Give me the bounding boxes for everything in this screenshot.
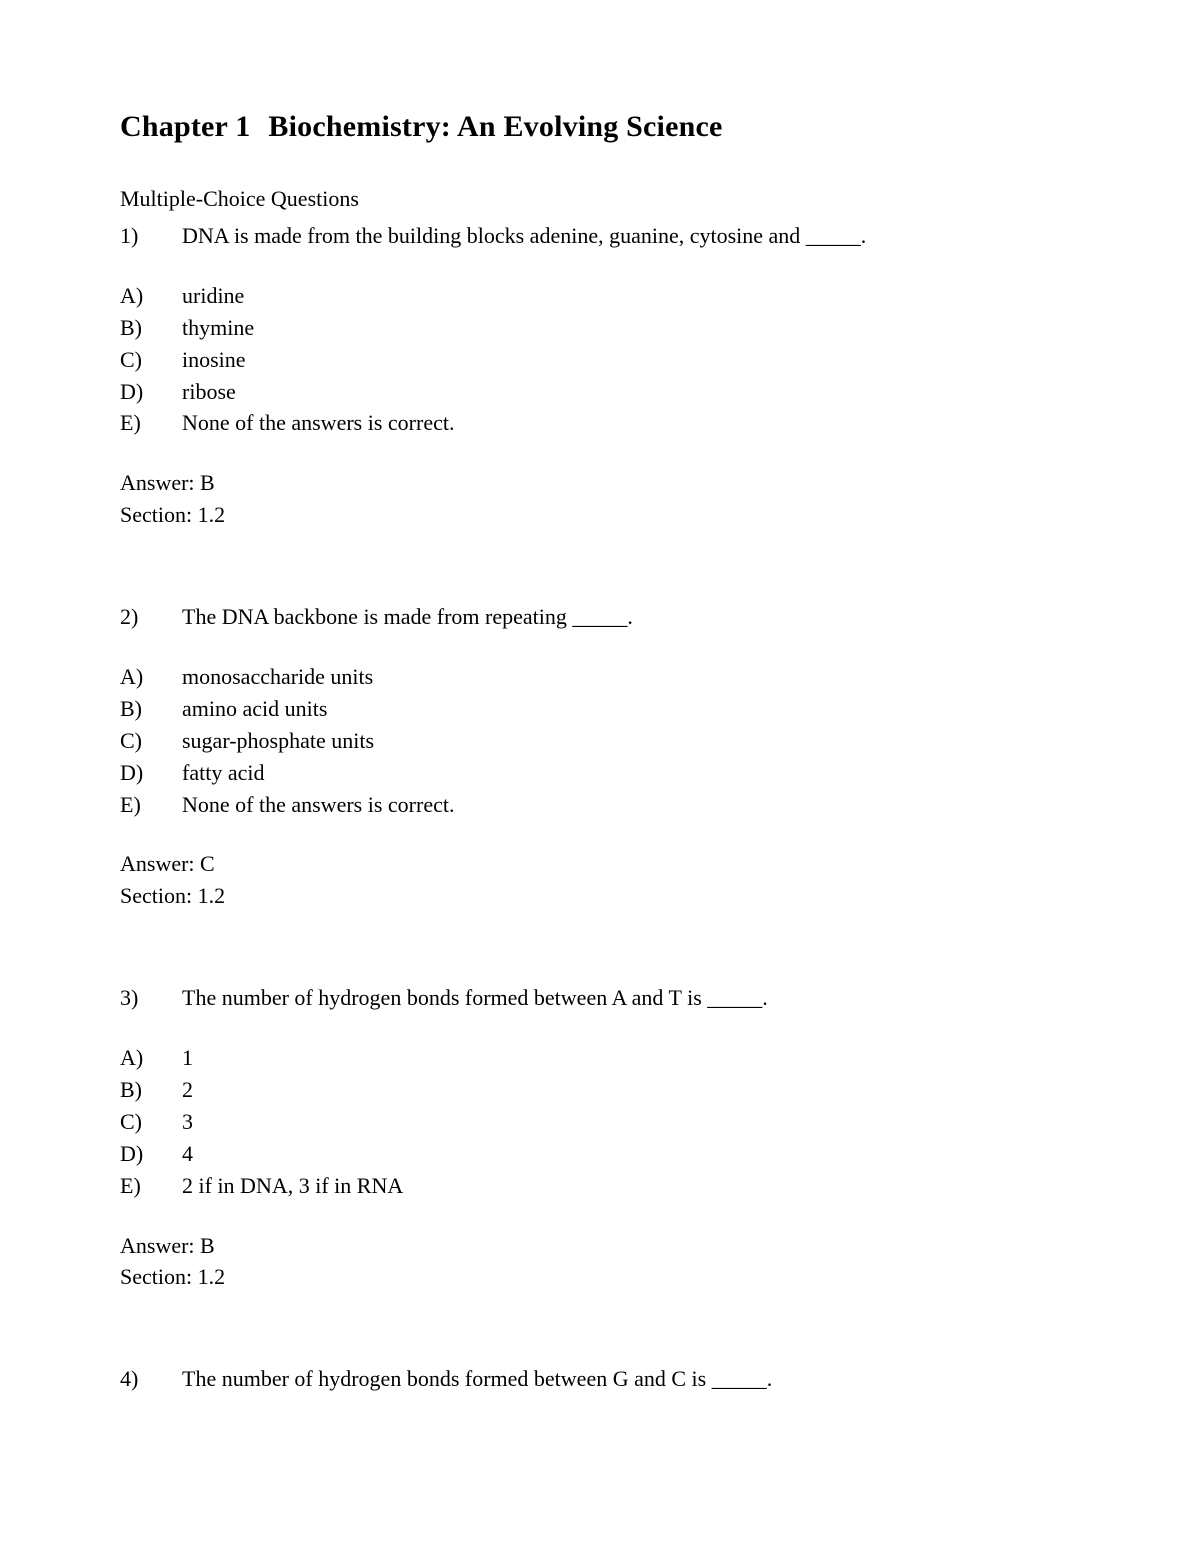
chapter-name: Biochemistry: An Evolving Science — [268, 110, 722, 143]
answer-prefix: Answer: — [120, 470, 200, 495]
option-row: B)thymine — [120, 312, 1080, 344]
section-prefix: Section: — [120, 1264, 198, 1289]
option-row: D)ribose — [120, 376, 1080, 408]
option-text: fatty acid — [182, 757, 1080, 789]
section-value: 1.2 — [198, 502, 226, 527]
option-label: D) — [120, 376, 182, 408]
option-row: A)1 — [120, 1042, 1080, 1074]
option-text: 3 — [182, 1106, 1080, 1138]
question-number: 3) — [120, 982, 182, 1014]
option-row: E)None of the answers is correct. — [120, 407, 1080, 439]
answer-value: B — [200, 470, 215, 495]
section-value: 1.2 — [198, 883, 226, 908]
option-label: C) — [120, 725, 182, 757]
option-row: B)amino acid units — [120, 693, 1080, 725]
option-text: sugar-phosphate units — [182, 725, 1080, 757]
answer-value: C — [200, 851, 215, 876]
option-text: uridine — [182, 280, 1080, 312]
option-label: B) — [120, 312, 182, 344]
option-label: A) — [120, 280, 182, 312]
option-text: amino acid units — [182, 693, 1080, 725]
option-row: E)2 if in DNA, 3 if in RNA — [120, 1170, 1080, 1202]
option-text: None of the answers is correct. — [182, 407, 1080, 439]
option-row: C)sugar-phosphate units — [120, 725, 1080, 757]
option-row: A)monosaccharide units — [120, 661, 1080, 693]
option-label: E) — [120, 789, 182, 821]
section-prefix: Section: — [120, 502, 198, 527]
option-label: A) — [120, 661, 182, 693]
question-stem: 1) DNA is made from the building blocks … — [120, 220, 1080, 252]
question-text: The number of hydrogen bonds formed betw… — [182, 1363, 1080, 1395]
option-label: E) — [120, 1170, 182, 1202]
option-row: D)fatty acid — [120, 757, 1080, 789]
answer-prefix: Answer: — [120, 851, 200, 876]
section-line: Section: 1.2 — [120, 880, 1080, 912]
question-number: 1) — [120, 220, 182, 252]
option-text: 2 if in DNA, 3 if in RNA — [182, 1170, 1080, 1202]
section-label: Multiple-Choice Questions — [120, 186, 1080, 212]
option-text: monosaccharide units — [182, 661, 1080, 693]
option-text: 2 — [182, 1074, 1080, 1106]
question-stem: 3) The number of hydrogen bonds formed b… — [120, 982, 1080, 1014]
question-number: 4) — [120, 1363, 182, 1395]
option-text: None of the answers is correct. — [182, 789, 1080, 821]
option-label: C) — [120, 344, 182, 376]
section-line: Section: 1.2 — [120, 499, 1080, 531]
chapter-number: Chapter 1 — [120, 110, 250, 143]
question-number: 2) — [120, 601, 182, 633]
question-stem: 4) The number of hydrogen bonds formed b… — [120, 1363, 1080, 1395]
option-label: B) — [120, 1074, 182, 1106]
option-label: C) — [120, 1106, 182, 1138]
question-stem: 2) The DNA backbone is made from repeati… — [120, 601, 1080, 633]
option-text: thymine — [182, 312, 1080, 344]
option-text: 1 — [182, 1042, 1080, 1074]
option-row: B)2 — [120, 1074, 1080, 1106]
answer-value: B — [200, 1233, 215, 1258]
option-label: B) — [120, 693, 182, 725]
answer-prefix: Answer: — [120, 1233, 200, 1258]
option-label: E) — [120, 407, 182, 439]
option-label: D) — [120, 1138, 182, 1170]
chapter-title: Chapter 1 Biochemistry: An Evolving Scien… — [120, 110, 1080, 144]
question-text: DNA is made from the building blocks ade… — [182, 220, 1080, 252]
option-row: D)4 — [120, 1138, 1080, 1170]
question-text: The number of hydrogen bonds formed betw… — [182, 982, 1080, 1014]
option-label: D) — [120, 757, 182, 789]
option-text: ribose — [182, 376, 1080, 408]
answer-line: Answer: B — [120, 1230, 1080, 1262]
option-row: C)3 — [120, 1106, 1080, 1138]
document-page: Chapter 1 Biochemistry: An Evolving Scien… — [0, 0, 1200, 1395]
option-text: inosine — [182, 344, 1080, 376]
option-label: A) — [120, 1042, 182, 1074]
option-row: E)None of the answers is correct. — [120, 789, 1080, 821]
section-prefix: Section: — [120, 883, 198, 908]
answer-line: Answer: B — [120, 467, 1080, 499]
section-value: 1.2 — [198, 1264, 226, 1289]
section-line: Section: 1.2 — [120, 1261, 1080, 1293]
question-text: The DNA backbone is made from repeating … — [182, 601, 1080, 633]
option-row: C)inosine — [120, 344, 1080, 376]
option-text: 4 — [182, 1138, 1080, 1170]
option-row: A)uridine — [120, 280, 1080, 312]
answer-line: Answer: C — [120, 848, 1080, 880]
